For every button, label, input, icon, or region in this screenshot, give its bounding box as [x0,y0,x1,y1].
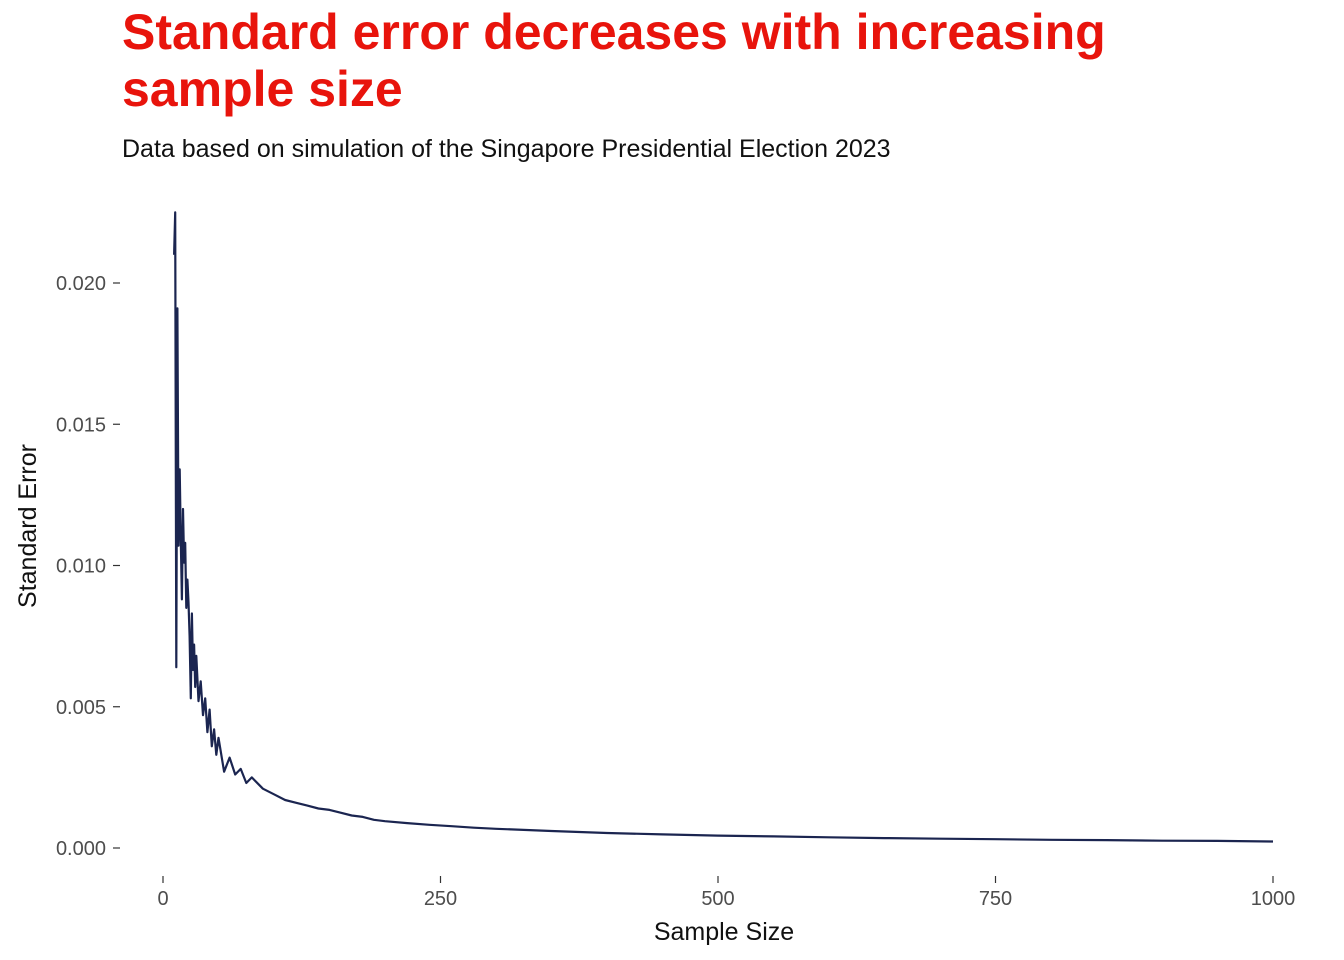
x-tick-label: 750 [979,888,1012,910]
y-axis: 0.000 0.005 0.010 0.015 0.020 [56,273,120,860]
chart-subtitle: Data based on simulation of the Singapor… [122,135,891,163]
y-tick-label: 0.005 [56,697,106,719]
x-axis-title: Sample Size [654,918,794,946]
y-axis-title: Standard Error [14,444,42,608]
y-tick-label: 0.010 [56,556,106,578]
y-tick-label: 0.000 [56,838,106,860]
y-tick-label: 0.015 [56,414,106,436]
x-tick-label: 500 [701,888,734,910]
series-line [173,211,1274,843]
chart-title: Standard error decreases with increasing… [122,4,1106,117]
x-tick-label: 250 [424,888,457,910]
y-tick-label: 0.020 [56,273,106,295]
x-axis: 0 250 500 750 1000 [157,876,1295,910]
x-tick-label: 0 [157,888,168,910]
x-tick-label: 1000 [1251,888,1296,910]
